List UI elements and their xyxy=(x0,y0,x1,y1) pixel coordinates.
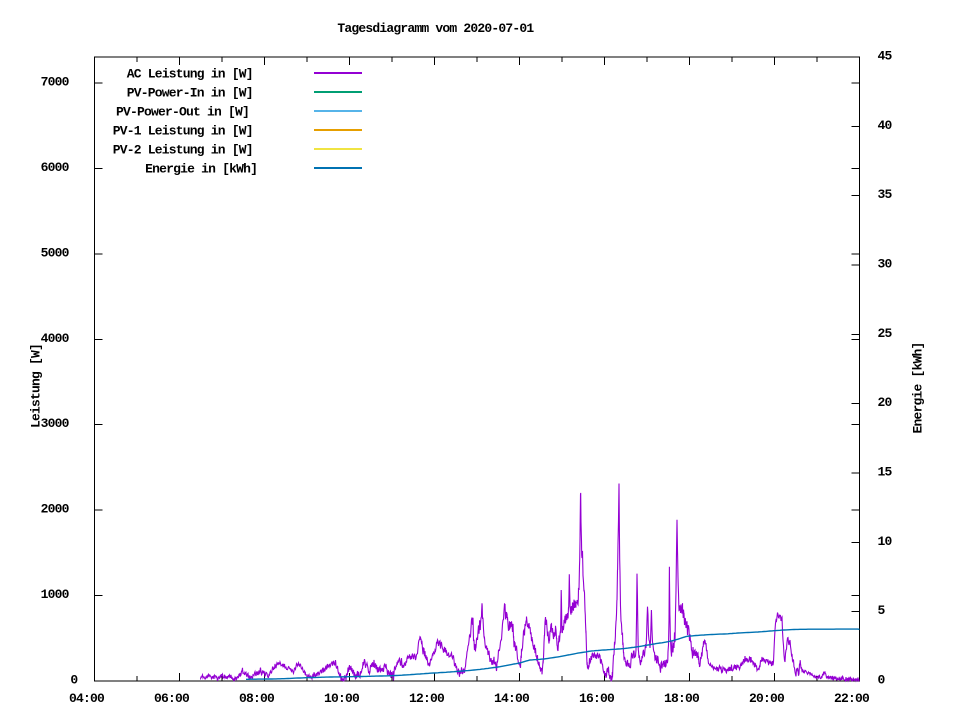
svg-text:PV-1 Leistung in [W]: PV-1 Leistung in [W] xyxy=(113,124,253,139)
svg-text:3000: 3000 xyxy=(41,416,70,431)
svg-text:7000: 7000 xyxy=(41,75,70,90)
svg-text:1000: 1000 xyxy=(41,587,70,602)
svg-text:4000: 4000 xyxy=(41,331,70,346)
svg-text:10: 10 xyxy=(878,534,893,549)
svg-text:Tagesdiagramm vom 2020-07-01: Tagesdiagramm vom 2020-07-01 xyxy=(337,21,534,36)
svg-text:35: 35 xyxy=(878,187,893,202)
svg-text:Energie [kWh]: Energie [kWh] xyxy=(911,342,926,433)
svg-text:0: 0 xyxy=(70,673,78,688)
svg-text:08:00: 08:00 xyxy=(239,691,275,706)
svg-text:16:00: 16:00 xyxy=(579,691,615,706)
svg-text:5000: 5000 xyxy=(41,245,70,260)
svg-text:30: 30 xyxy=(878,257,893,272)
svg-text:PV-Power-Out in [W]: PV-Power-Out in [W] xyxy=(116,105,249,120)
svg-text:Leistung [W]: Leistung [W] xyxy=(29,344,44,428)
svg-text:5: 5 xyxy=(878,603,886,618)
svg-text:15: 15 xyxy=(878,465,893,480)
svg-text:0: 0 xyxy=(878,673,886,688)
svg-text:Energie in [kWh]: Energie in [kWh] xyxy=(145,162,257,177)
svg-text:PV-Power-In in [W]: PV-Power-In in [W] xyxy=(127,86,253,101)
svg-text:18:00: 18:00 xyxy=(664,691,700,706)
svg-text:6000: 6000 xyxy=(41,160,70,175)
svg-text:06:00: 06:00 xyxy=(154,691,190,706)
svg-text:10:00: 10:00 xyxy=(324,691,360,706)
svg-text:14:00: 14:00 xyxy=(494,691,530,706)
svg-text:25: 25 xyxy=(878,326,893,341)
svg-text:20:00: 20:00 xyxy=(749,691,785,706)
svg-text:40: 40 xyxy=(878,118,893,133)
svg-text:PV-2 Leistung in [W]: PV-2 Leistung in [W] xyxy=(113,143,253,158)
svg-text:12:00: 12:00 xyxy=(409,691,445,706)
svg-text:20: 20 xyxy=(878,395,893,410)
svg-text:04:00: 04:00 xyxy=(69,691,105,706)
svg-text:2000: 2000 xyxy=(41,502,70,517)
svg-text:22:00: 22:00 xyxy=(834,691,870,706)
svg-text:45: 45 xyxy=(878,49,893,64)
svg-text:AC Leistung in [W]: AC Leistung in [W] xyxy=(127,67,253,82)
